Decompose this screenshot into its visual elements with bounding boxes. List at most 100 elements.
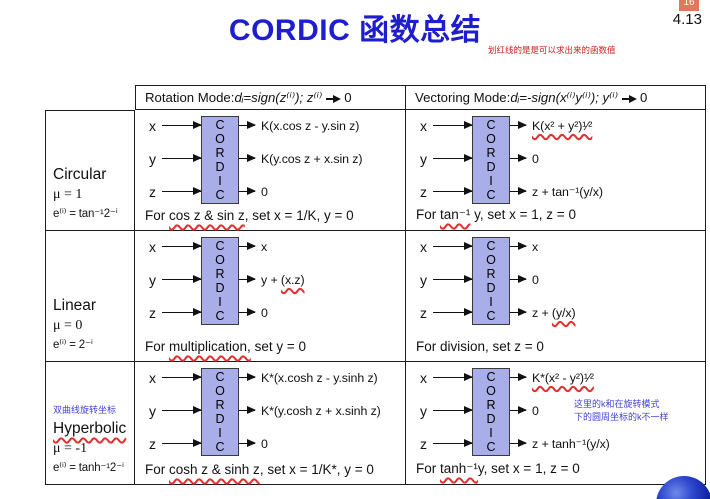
input-label: y	[149, 271, 156, 288]
arrow-right-icon	[433, 376, 472, 379]
cordic-diagram: x y z CORDIC K(x² + y²)¹⁄² 0 z + tan⁻¹(y…	[420, 116, 703, 204]
header-target: 0	[639, 90, 648, 105]
arrow-right-icon	[239, 157, 255, 160]
slide-corner-badge: 16	[679, 0, 699, 11]
cordic-diagram: x y z CORDIC x 0 z + (y/x)	[420, 237, 703, 325]
row-name: Circular	[53, 166, 107, 183]
arrow-right-icon	[433, 190, 472, 193]
output-expression: K(x.cos z - y.sin z)	[261, 118, 360, 133]
arrow-right-icon	[162, 311, 201, 314]
cordic-block-label: CORDIC	[486, 117, 496, 203]
arrow-right-icon	[510, 157, 526, 160]
input-label: y	[149, 402, 156, 419]
arrow-right-icon	[621, 94, 637, 104]
header-rotation-mode: Rotation Mode: dᵢ=sign(z⁽ⁱ⁾); z⁽ⁱ⁾ 0	[135, 85, 406, 110]
header-spacer	[45, 85, 135, 110]
arrow-right-icon	[433, 278, 472, 281]
input-label: z	[149, 304, 156, 321]
output-expression: 0	[532, 151, 539, 166]
output-expression: K*(x² - y²)¹⁄²	[532, 370, 594, 385]
arrow-right-icon	[510, 190, 526, 193]
output-expression: 0	[261, 184, 268, 199]
input-label: x	[420, 369, 427, 386]
cordic-block: CORDIC	[201, 368, 239, 456]
arrow-right-icon	[433, 409, 472, 412]
arrow-right-icon	[433, 245, 472, 248]
output-expression: 0	[532, 403, 539, 418]
row-label-linear: Linear μ = 0 e⁽ⁱ⁾ = 2⁻ⁱ	[45, 231, 135, 362]
output-expression: z + tanh⁻¹(y/x)	[532, 437, 610, 451]
e-formula: e⁽ⁱ⁾ = tanh⁻¹2⁻ⁱ	[53, 462, 124, 474]
output-expression: 0	[532, 272, 539, 287]
cell-circular-rotation: x y z CORDIC K(x.cos z - y.sin z) K(y.co…	[135, 110, 406, 231]
arrow-right-icon	[162, 157, 201, 160]
cordic-block-label: CORDIC	[215, 117, 225, 203]
cordic-diagram: x y z CORDIC x y + (x.z) 0	[149, 237, 403, 325]
arrow-right-icon	[239, 311, 255, 314]
header-vectoring-mode: Vectoring Mode: dᵢ=-sign(x⁽ⁱ⁾y⁽ⁱ⁾); y⁽ⁱ⁾…	[406, 85, 706, 110]
output-expression: K(x² + y²)¹⁄²	[532, 118, 593, 133]
input-label: y	[420, 402, 427, 419]
cell-hyperbolic-rotation: x y z CORDIC K*(x.cosh z - y.sinh z) K*(…	[135, 362, 406, 485]
output-expression: z + tan⁻¹(y/x)	[532, 185, 603, 199]
input-label: z	[149, 435, 156, 452]
arrow-right-icon	[433, 157, 472, 160]
usage-caption: For cos z & sin z, set x = 1/K, y = 0	[145, 208, 354, 223]
input-label: y	[420, 150, 427, 167]
output-expression: K*(y.cosh z + x.sinh z)	[261, 403, 381, 418]
row-name: Hyperbolic	[53, 420, 127, 437]
input-label: z	[420, 304, 427, 321]
output-expression: 0	[261, 436, 268, 451]
arrow-right-icon	[162, 376, 201, 379]
header-formula: dᵢ=sign(z⁽ⁱ⁾); z⁽ⁱ⁾	[234, 89, 323, 105]
mu-value: μ = -1	[53, 441, 88, 456]
cordic-diagram: x y z CORDIC K*(x² - y²)¹⁄² 0 z + tanh⁻¹…	[420, 368, 703, 456]
arrow-right-icon	[162, 190, 201, 193]
input-label: z	[149, 183, 156, 200]
arrow-right-icon	[162, 124, 201, 127]
e-formula: e⁽ⁱ⁾ = 2⁻ⁱ	[53, 339, 93, 351]
page-title: CORDIC 函数总结	[228, 14, 482, 47]
input-label: x	[420, 117, 427, 134]
arrow-right-icon	[162, 442, 201, 445]
input-label: x	[149, 369, 156, 386]
arrow-right-icon	[162, 409, 201, 412]
input-label: x	[149, 238, 156, 255]
mu-value: μ = 1	[53, 187, 83, 202]
usage-caption: For tan⁻¹ y, set x = 1, z = 0	[416, 207, 576, 222]
header-label: Vectoring Mode:	[415, 90, 511, 105]
arrow-right-icon	[510, 278, 526, 281]
arrow-right-icon	[326, 94, 342, 104]
arrow-right-icon	[239, 409, 255, 412]
cell-linear-vectoring: x y z CORDIC x 0 z + (y/x) For division,…	[406, 231, 706, 362]
red-annotation-note: 划红线的是是可以求出来的函数值	[488, 45, 616, 55]
header-label: Rotation Mode:	[145, 90, 235, 105]
arrow-right-icon	[162, 278, 201, 281]
output-expression: x	[532, 239, 539, 254]
blue-annotation-note: 这里的k和在旋转模式 下的圆周坐标的k不一样	[574, 399, 669, 422]
cordic-block: CORDIC	[472, 368, 510, 456]
input-label: z	[420, 435, 427, 452]
row-label-circular: Circular μ = 1 e⁽ⁱ⁾ = tan⁻¹2⁻ⁱ	[45, 110, 135, 231]
usage-caption: For tanh⁻¹y, set x = 1, z = 0	[416, 461, 580, 476]
arrow-right-icon	[239, 245, 255, 248]
header-formula: dᵢ=-sign(x⁽ⁱ⁾y⁽ⁱ⁾); y⁽ⁱ⁾	[510, 89, 618, 105]
arrow-right-icon	[433, 311, 472, 314]
cordic-diagram: x y z CORDIC K*(x.cosh z - y.sinh z) K*(…	[149, 368, 403, 456]
mu-value: μ = 0	[53, 318, 83, 333]
usage-caption: For division, set z = 0	[416, 339, 544, 354]
row-name: Linear	[53, 297, 97, 314]
cordic-block: CORDIC	[472, 237, 510, 325]
usage-caption: For multiplication, set y = 0	[145, 339, 306, 354]
arrow-right-icon	[239, 190, 255, 193]
page-number: 4.13	[672, 11, 702, 28]
output-expression: z + (y/x)	[532, 305, 576, 320]
arrow-right-icon	[433, 442, 472, 445]
arrow-right-icon	[510, 409, 526, 412]
cordic-block-label: CORDIC	[215, 238, 225, 324]
cordic-summary-table: Rotation Mode: dᵢ=sign(z⁽ⁱ⁾); z⁽ⁱ⁾ 0 Vect…	[45, 85, 706, 485]
usage-caption: For cosh z & sinh z, set x = 1/K*, y = 0	[145, 462, 374, 477]
output-expression: K(y.cos z + x.sin z)	[261, 151, 363, 166]
arrow-right-icon	[239, 124, 255, 127]
globe-icon	[656, 476, 710, 499]
